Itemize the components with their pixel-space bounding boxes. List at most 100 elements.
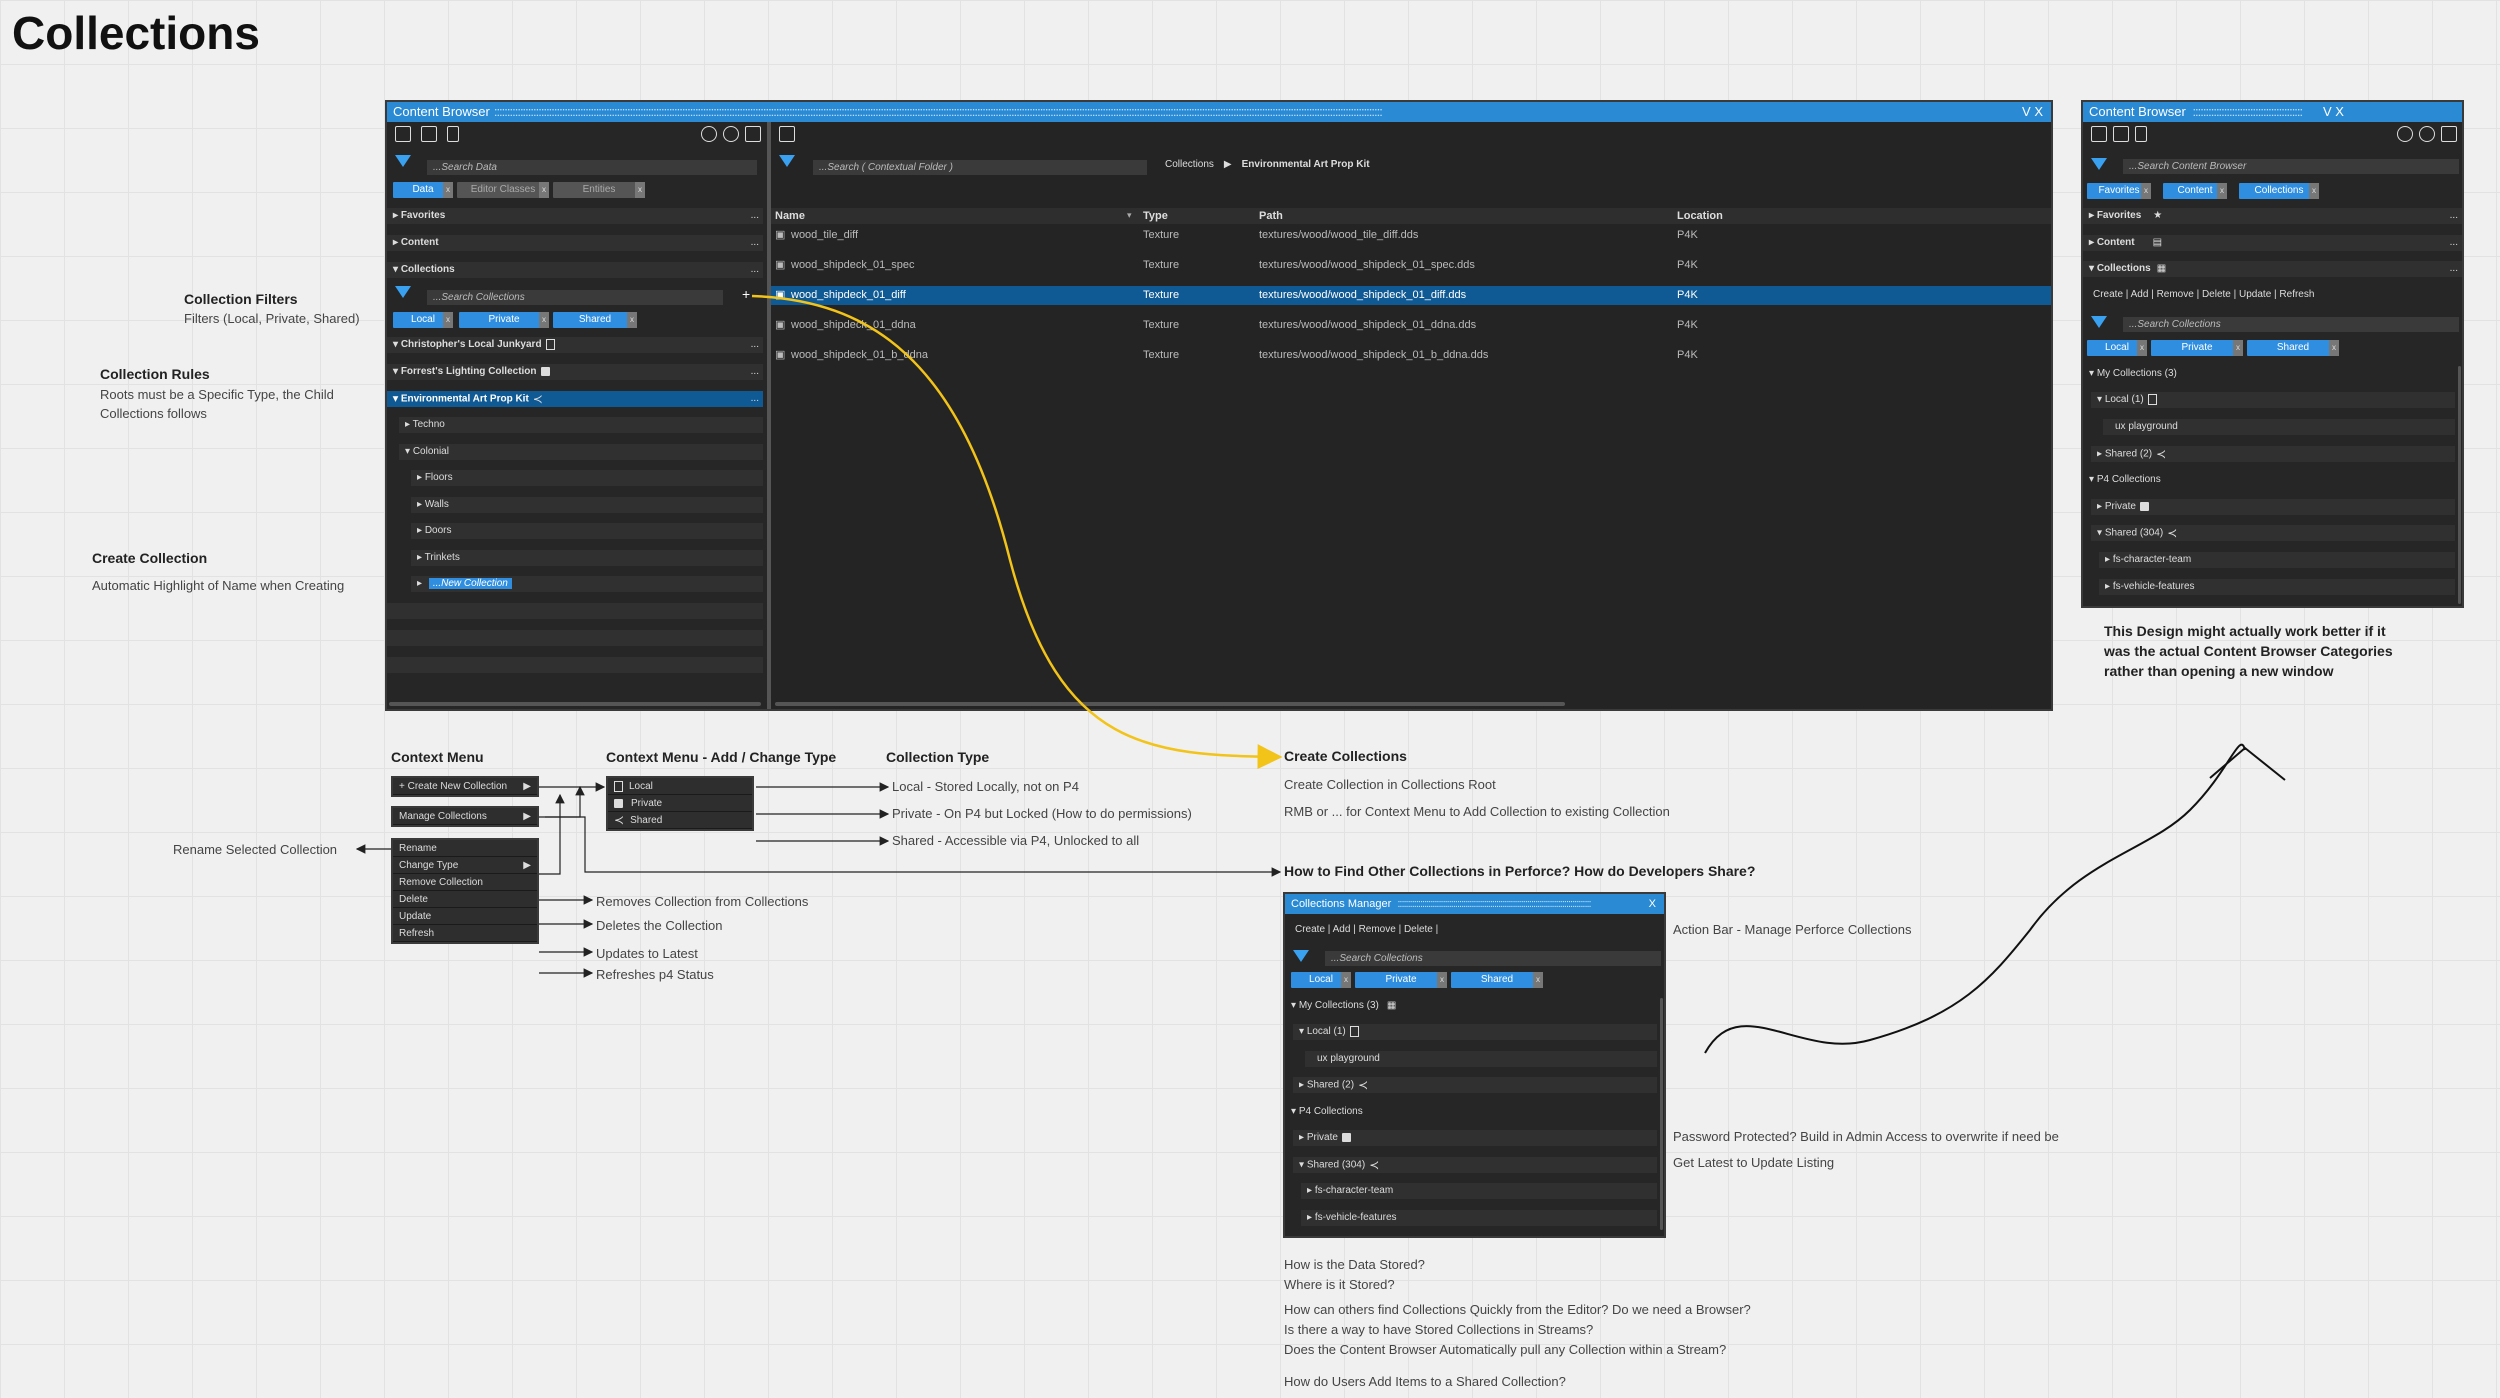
import-icon[interactable] — [421, 126, 437, 142]
left-horizontal-scrollbar[interactable] — [389, 702, 761, 706]
manager-filter-local[interactable]: Local x — [1291, 972, 1351, 988]
col-location[interactable]: Location — [1677, 210, 1723, 222]
col-type[interactable]: Type — [1143, 210, 1168, 222]
type-local[interactable]: Local — [608, 778, 752, 795]
side-category-favorites[interactable]: ▸ Favorites ★... — [2083, 208, 2462, 224]
side-fs-vehicle-features[interactable]: ▸ fs-vehicle-features — [2099, 579, 2455, 595]
mgr-local[interactable]: ▾ Local (1) — [1293, 1024, 1657, 1040]
info-icon[interactable] — [701, 126, 717, 142]
side-filter-private[interactable]: Private x — [2151, 340, 2243, 356]
category-collections[interactable]: ▾ Collections... — [387, 262, 763, 278]
trash-icon[interactable] — [2135, 126, 2147, 142]
window-controls[interactable]: V X — [2022, 104, 2043, 119]
table-row[interactable]: ▣ wood_tile_diff Texture textures/wood/wood… — [775, 229, 1698, 241]
info-icon[interactable] — [2397, 126, 2413, 142]
manager-close-button[interactable]: X — [1648, 898, 1656, 910]
side-tab-content[interactable]: Content x — [2163, 183, 2227, 199]
context-search-input[interactable]: ...Search ( Contextual Folder ) — [813, 160, 1147, 175]
collapse-icon[interactable] — [2441, 126, 2457, 142]
menu-manage-collections[interactable]: Manage Collections ▶ — [393, 808, 537, 825]
menu-refresh[interactable]: Refresh — [393, 925, 537, 942]
sort-arrow-icon[interactable]: ▾ — [1127, 210, 1132, 220]
category-content[interactable]: ▸ Content... — [387, 235, 763, 251]
mgr-p4-collections[interactable]: ▾ P4 Collections — [1285, 1104, 1657, 1120]
mgr-fs-vehicle-features[interactable]: ▸ fs-vehicle-features — [1301, 1210, 1657, 1226]
add-collection-button[interactable]: + — [742, 286, 751, 302]
context-filter-icon[interactable] — [779, 155, 795, 167]
tab-editor-classes[interactable]: Editor Classes x — [457, 182, 549, 198]
manager-filter-shared[interactable]: Shared x — [1451, 972, 1543, 988]
menu-delete[interactable]: Delete — [393, 891, 537, 908]
side-private[interactable]: ▸ Private — [2091, 499, 2455, 515]
pane-splitter[interactable] — [767, 122, 771, 709]
side-filter-local[interactable]: Local x — [2087, 340, 2147, 356]
side-category-content[interactable]: ▸ Content ▤... — [2083, 235, 2462, 251]
tree-colonial[interactable]: ▾ Colonial — [399, 444, 763, 460]
side-tab-collections[interactable]: Collections x — [2239, 183, 2319, 199]
table-row[interactable]: ▣ wood_shipdeck_01_b_ddna Texture textures/… — [775, 349, 1698, 361]
import-icon[interactable] — [2113, 126, 2129, 142]
table-row[interactable]: ▣ wood_shipdeck_01_spec Texture textures/wo… — [775, 259, 1698, 271]
breadcrumb-collections[interactable]: Collections — [1165, 159, 1214, 170]
search-data-input[interactable]: ...Search Data — [427, 160, 757, 175]
mgr-fs-character-team[interactable]: ▸ fs-character-team — [1301, 1183, 1657, 1199]
manager-vertical-scrollbar[interactable] — [1660, 998, 1663, 1230]
mgr-private[interactable]: ▸ Private — [1293, 1130, 1657, 1146]
type-private[interactable]: Private — [608, 795, 752, 812]
gear-icon[interactable] — [2419, 126, 2435, 142]
collection-forrests[interactable]: ▾ Forrest's Lighting Collection... — [387, 364, 763, 380]
side-shared-304[interactable]: ▾ Shared (304) ≺ — [2091, 525, 2455, 541]
side-vertical-scrollbar[interactable] — [2458, 366, 2461, 604]
tab-data[interactable]: Data x — [393, 182, 453, 198]
manager-search-input[interactable]: ...Search Collections — [1325, 951, 1661, 966]
side-tab-favorites[interactable]: Favorites x — [2087, 183, 2151, 199]
manager-filter-icon[interactable] — [1293, 950, 1309, 962]
side-window-controls[interactable]: V X — [2323, 104, 2344, 119]
category-favorites[interactable]: ▸ Favorites... — [387, 208, 763, 224]
export-icon[interactable] — [2091, 126, 2107, 142]
type-shared[interactable]: ≺ Shared — [608, 812, 752, 829]
side-p4-collections[interactable]: ▾ P4 Collections — [2083, 472, 2455, 488]
mgr-shared-304[interactable]: ▾ Shared (304) ≺ — [1293, 1157, 1657, 1173]
tree-trinkets[interactable]: ▸ Trinkets — [411, 550, 763, 566]
side-search-input[interactable]: ...Search Content Browser — [2123, 159, 2459, 174]
filter-icon[interactable] — [395, 155, 411, 167]
collection-christophers[interactable]: ▾ Christopher's Local Junkyard... — [387, 337, 763, 353]
menu-create-new-collection[interactable]: + Create New Collection ▶ — [393, 778, 537, 795]
filter-private[interactable]: Private x — [459, 312, 549, 328]
side-action-bar[interactable]: Create | Add | Remove | Delete | Update … — [2093, 289, 2315, 300]
side-ux-playground[interactable]: ux playground — [2103, 419, 2455, 435]
export-icon[interactable] — [395, 126, 411, 142]
col-name[interactable]: Name — [775, 210, 805, 222]
col-path[interactable]: Path — [1259, 210, 1283, 222]
side-filter-icon[interactable] — [2091, 158, 2107, 170]
filter-shared[interactable]: Shared x — [553, 312, 637, 328]
table-row-selected[interactable]: ▣ wood_shipdeck_01_diff Texture textures/wo… — [771, 286, 2051, 305]
table-row[interactable]: ▣ wood_shipdeck_01_ddna Texture textures/wo… — [775, 319, 1698, 331]
side-collections-filter-icon[interactable] — [2091, 316, 2107, 328]
tab-entities[interactable]: Entities x — [553, 182, 645, 198]
right-horizontal-scrollbar[interactable] — [775, 702, 1565, 706]
gear-icon[interactable] — [723, 126, 739, 142]
tree-floors[interactable]: ▸ Floors — [411, 470, 763, 486]
side-fs-character-team[interactable]: ▸ fs-character-team — [2099, 552, 2455, 568]
tree-walls[interactable]: ▸ Walls — [411, 497, 763, 513]
expand-icon[interactable] — [779, 126, 795, 142]
breadcrumb-folder[interactable]: Environmental Art Prop Kit — [1241, 159, 1370, 170]
menu-update[interactable]: Update — [393, 908, 537, 925]
side-shared[interactable]: ▸ Shared (2) ≺ — [2091, 446, 2455, 462]
menu-change-type[interactable]: Change Type ▶ — [393, 857, 537, 874]
mgr-my-collections[interactable]: ▾ My Collections (3) ▦ — [1285, 998, 1657, 1014]
manager-action-bar[interactable]: Create | Add | Remove | Delete | — [1295, 924, 1439, 935]
collection-env-art[interactable]: ▾ Environmental Art Prop Kit ≺... — [387, 391, 763, 407]
menu-rename[interactable]: Rename — [393, 840, 537, 857]
side-search-collections[interactable]: ...Search Collections — [2123, 317, 2459, 332]
mgr-shared[interactable]: ▸ Shared (2) ≺ — [1293, 1077, 1657, 1093]
side-filter-shared[interactable]: Shared x — [2247, 340, 2339, 356]
search-collections-input[interactable]: ...Search Collections — [427, 290, 723, 305]
manager-filter-private[interactable]: Private x — [1355, 972, 1447, 988]
side-local[interactable]: ▾ Local (1) — [2091, 392, 2455, 408]
collection-filter-icon[interactable] — [395, 286, 411, 298]
side-my-collections[interactable]: ▾ My Collections (3) — [2083, 366, 2455, 382]
trash-icon[interactable] — [447, 126, 459, 142]
